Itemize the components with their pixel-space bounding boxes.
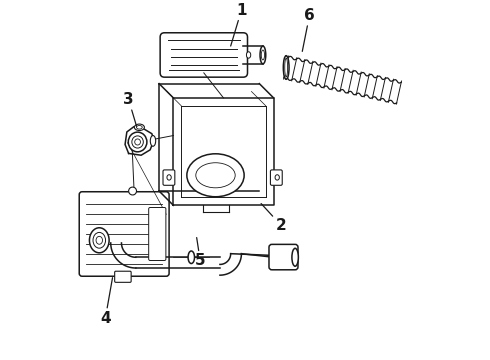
Ellipse shape <box>134 124 145 131</box>
Ellipse shape <box>283 56 289 79</box>
Text: 5: 5 <box>195 238 206 268</box>
Ellipse shape <box>150 135 156 146</box>
Ellipse shape <box>96 237 102 244</box>
FancyBboxPatch shape <box>115 271 131 282</box>
Ellipse shape <box>135 139 141 145</box>
Text: 2: 2 <box>261 203 286 233</box>
Ellipse shape <box>285 58 288 77</box>
Text: 4: 4 <box>100 278 113 326</box>
Ellipse shape <box>167 175 171 180</box>
Ellipse shape <box>292 248 298 266</box>
Ellipse shape <box>275 175 279 180</box>
Text: 6: 6 <box>302 8 315 51</box>
FancyBboxPatch shape <box>148 207 166 261</box>
Ellipse shape <box>93 233 105 248</box>
Ellipse shape <box>137 126 142 129</box>
FancyBboxPatch shape <box>269 244 298 270</box>
Ellipse shape <box>128 132 147 152</box>
FancyBboxPatch shape <box>79 192 169 276</box>
Ellipse shape <box>188 251 195 264</box>
Ellipse shape <box>246 52 251 58</box>
Text: 1: 1 <box>231 3 246 46</box>
FancyBboxPatch shape <box>163 170 175 185</box>
Ellipse shape <box>261 50 265 60</box>
Ellipse shape <box>260 46 266 64</box>
Ellipse shape <box>187 154 244 197</box>
Ellipse shape <box>132 136 143 148</box>
Text: 3: 3 <box>123 92 137 127</box>
FancyBboxPatch shape <box>270 170 282 185</box>
Ellipse shape <box>129 187 137 195</box>
FancyBboxPatch shape <box>160 33 247 77</box>
Ellipse shape <box>90 228 109 253</box>
Ellipse shape <box>196 163 235 188</box>
